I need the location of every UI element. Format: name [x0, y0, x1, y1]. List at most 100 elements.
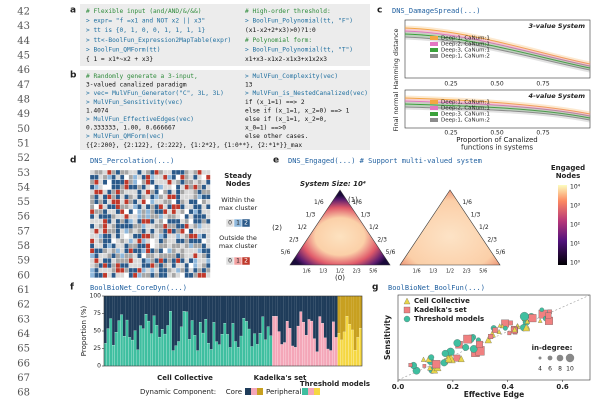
- grid-cell: [171, 223, 177, 229]
- tick-label: 1/3: [429, 269, 437, 275]
- grid-cell: [137, 184, 142, 190]
- bar-segment: [253, 296, 257, 334]
- grid-cell: [115, 184, 121, 190]
- grid-cell: [175, 184, 181, 190]
- point: [408, 363, 413, 368]
- grid-cell: [111, 253, 116, 259]
- grid-cell: [175, 258, 181, 264]
- grid-cell: [205, 209, 211, 215]
- grid-cell: [184, 179, 190, 185]
- bar-segment: [291, 296, 295, 346]
- grid-cell: [89, 267, 95, 274]
- bar-segment: [215, 341, 219, 367]
- legend-label: Deep:2, CaNum:1: [441, 42, 490, 48]
- grid-cell: [111, 272, 116, 278]
- grid-cell: [201, 184, 207, 190]
- grid-cell: [150, 179, 155, 185]
- grid-cell: [197, 169, 202, 176]
- grid-cell: [150, 267, 155, 274]
- grid-cell: [115, 258, 121, 264]
- legend-marker: [403, 315, 411, 323]
- panel-label: g: [372, 283, 378, 293]
- line-number: 59: [17, 256, 30, 267]
- bar-segment: [174, 345, 178, 367]
- size-marker: [565, 353, 575, 363]
- grid-cell: [102, 228, 108, 234]
- grid-cell: [188, 253, 194, 259]
- grid-cell: [94, 184, 99, 190]
- grid-cell: [205, 199, 211, 205]
- grid-cell: [162, 213, 168, 220]
- grid-cell: [119, 174, 125, 180]
- bar-segment: [171, 296, 175, 351]
- grid-cell: [162, 262, 168, 269]
- grid-cell: [175, 253, 181, 259]
- grid-cell: [197, 184, 202, 190]
- grid-cell: [197, 174, 202, 180]
- bar-segment: [231, 323, 235, 367]
- grid-cell: [201, 204, 207, 210]
- grid-cell: [193, 218, 198, 225]
- grid-cell: [102, 272, 108, 278]
- legend-label: Peripheral: [266, 388, 301, 396]
- grid-cell: [197, 209, 202, 215]
- grid-cell: [119, 248, 125, 254]
- bar-segment: [180, 296, 183, 327]
- grid-cell: [150, 204, 155, 210]
- legend-label: Deep:1, CaNum:1: [441, 36, 490, 42]
- legend-swatch: [314, 388, 320, 395]
- grid-cell: [205, 267, 211, 274]
- grid-cell: [171, 267, 177, 274]
- grid-cell: [180, 228, 185, 234]
- grid-cell: [167, 179, 172, 185]
- annotation: System Size: 10⁴: [300, 180, 366, 188]
- bar-segment: [171, 350, 175, 367]
- grid-cell: [150, 213, 155, 220]
- grid-cell: [137, 262, 142, 269]
- point: [515, 323, 520, 328]
- grid-cell: [162, 243, 168, 249]
- grid-cell: [167, 209, 172, 215]
- bar-segment: [274, 316, 278, 367]
- grid-cell: [154, 199, 159, 205]
- line-number: 60: [17, 270, 30, 281]
- grid-cell: [137, 179, 142, 185]
- grid-cell: [128, 204, 134, 210]
- bar-segment: [242, 296, 246, 319]
- bar-segment: [285, 296, 289, 322]
- grid-cell: [107, 218, 112, 225]
- line-number: 68: [17, 388, 30, 399]
- bar-segment: [242, 318, 246, 367]
- grid-cell: [175, 267, 181, 274]
- bar-segment: [288, 328, 292, 367]
- bar-segment: [239, 335, 243, 367]
- grid-cell: [132, 179, 138, 185]
- grid-cell: [205, 223, 211, 229]
- bar-segment: [269, 335, 273, 367]
- grid-cell: [124, 238, 129, 244]
- grid-cell: [98, 267, 104, 274]
- grid-cell: [175, 194, 181, 200]
- grid-cell: [111, 179, 116, 185]
- grid-cell: [98, 194, 104, 200]
- grid-cell: [158, 267, 164, 274]
- grid-cell: [128, 194, 134, 200]
- code-line: 0.333333, 1.00, 0.666667: [86, 125, 176, 132]
- grid-cell: [167, 243, 172, 249]
- code-line: x1+x3-x1x2-x1x3+x1x2x3: [245, 56, 327, 63]
- grid-cell: [111, 169, 116, 176]
- line-number: 62: [17, 300, 30, 311]
- grid-cell: [132, 213, 138, 220]
- grid-cell: [162, 189, 168, 195]
- grid-cell: [171, 238, 177, 244]
- line-number: 45: [17, 50, 30, 61]
- grid-cell: [201, 233, 207, 239]
- legend-label: 2: [244, 220, 248, 227]
- grid-cell: [98, 262, 104, 269]
- grid-cell: [188, 243, 194, 249]
- point: [497, 323, 502, 328]
- grid-cell: [89, 262, 95, 269]
- grid-cell: [145, 248, 151, 254]
- bar-segment: [123, 296, 126, 337]
- bar-segment: [147, 296, 151, 322]
